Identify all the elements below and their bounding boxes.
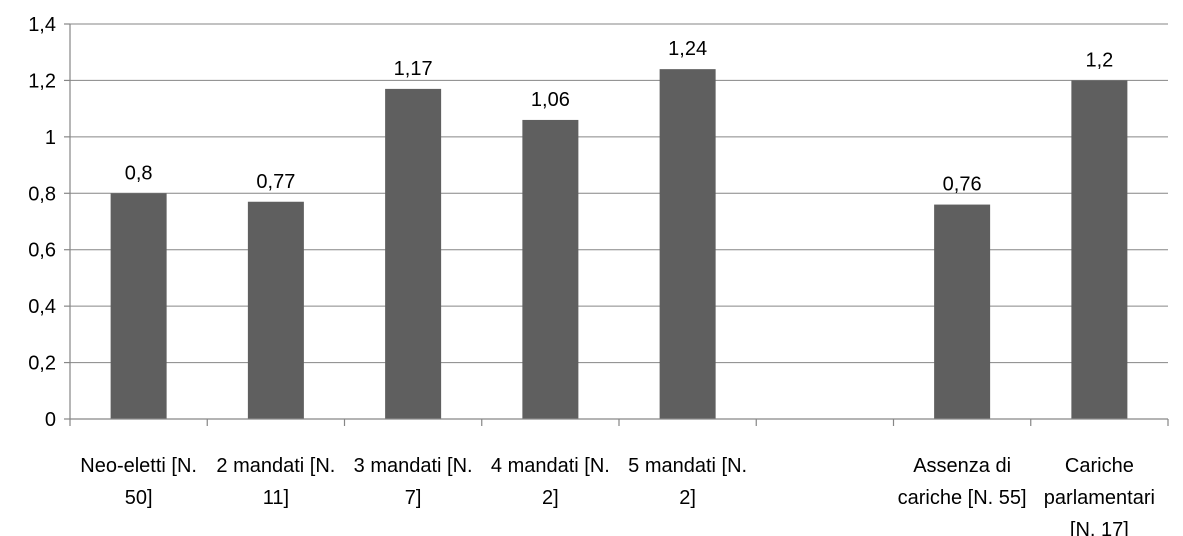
bar: [247, 201, 304, 419]
data-label: 1,06: [531, 89, 570, 111]
x-category-label: 5 mandati [N.: [628, 455, 747, 477]
y-tick-labels: 0 0,2 0,4 0,6 0,8 1 1,2 1,4: [28, 14, 56, 431]
data-label: 0,77: [256, 171, 295, 193]
data-label: 0,76: [943, 174, 982, 196]
bar: [659, 69, 716, 420]
y-tick-label: 1,2: [28, 70, 56, 92]
gridlines: [70, 23, 1168, 364]
y-tick-label: 0,4: [28, 296, 56, 318]
data-label: 0,8: [125, 162, 153, 184]
x-category-label: Neo-eletti [N.: [80, 455, 197, 477]
x-category-labels: Neo-eletti [N. 50] 2 mandati [N. 11] 3 manda…: [80, 455, 1155, 536]
x-category-label: 3 mandati [N.: [354, 455, 473, 477]
axes: [64, 23, 1169, 426]
x-category-label: 50]: [125, 487, 153, 509]
y-tick-label: 0,8: [28, 183, 56, 205]
y-tick-label: 1,4: [28, 14, 56, 36]
x-category-label: [N. 17]: [1070, 519, 1129, 536]
bar: [110, 193, 167, 419]
x-category-label: 2]: [679, 487, 696, 509]
y-tick-label: 0,2: [28, 353, 56, 375]
data-label: 1,24: [668, 38, 707, 60]
x-category-label: parlamentari: [1044, 487, 1155, 509]
x-category-label: Assenza di: [913, 455, 1011, 477]
bar: [1071, 80, 1128, 419]
x-category-label: 2 mandati [N.: [216, 455, 335, 477]
y-tick-label: 0: [45, 409, 56, 431]
data-label: 1,17: [394, 58, 433, 80]
bar: [385, 88, 442, 420]
x-category-label: 4 mandati [N.: [491, 455, 610, 477]
x-category-label: Cariche: [1065, 455, 1134, 477]
data-label: 1,2: [1085, 49, 1113, 71]
x-category-label: cariche [N. 55]: [898, 487, 1027, 509]
x-category-label: 2]: [542, 487, 559, 509]
bars: [110, 69, 1128, 420]
y-tick-label: 0,6: [28, 240, 56, 262]
bar: [522, 119, 579, 419]
bar: [934, 204, 991, 419]
y-tick-label: 1: [45, 127, 56, 149]
x-category-label: 11]: [263, 487, 289, 509]
data-labels: 0,8 0,77 1,17 1,06 1,24 0,76 1,2: [125, 38, 1114, 195]
x-category-label: 7]: [405, 487, 422, 509]
